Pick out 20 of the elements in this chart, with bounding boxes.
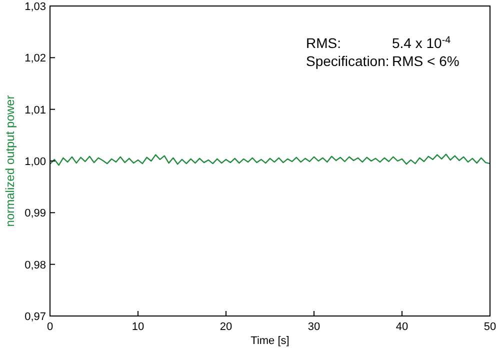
annotation: RMS: (306, 35, 341, 51)
annotation: RMS < 6% (392, 53, 460, 69)
y-tick-label: 1,02 (24, 52, 46, 65)
line-series (49, 154, 491, 166)
y-tick-label: 0,99 (24, 208, 46, 220)
x-tick-label: 30 (308, 321, 320, 333)
x-tick-label: 10 (132, 321, 144, 333)
y-tick-label: 1,01 (24, 104, 46, 116)
x-tick-label: 40 (396, 321, 408, 333)
x-tick-label: 50 (484, 321, 496, 333)
y-tick-label: 0,97 (24, 311, 46, 323)
y-tick-label: 1,00 (24, 156, 46, 168)
y-tick-label: 0,98 (24, 259, 46, 272)
annotation: Specification: (306, 53, 390, 69)
x-tick-label: 20 (220, 321, 232, 333)
y-axis-title: normalized output power (3, 95, 17, 227)
y-tick-label: 1,03 (24, 1, 46, 13)
x-tick-label: 0 (46, 321, 54, 333)
annotation: 5.4 x 10$^{-4}$ (392, 34, 452, 51)
x-axis-title: Time [s] (250, 335, 290, 347)
